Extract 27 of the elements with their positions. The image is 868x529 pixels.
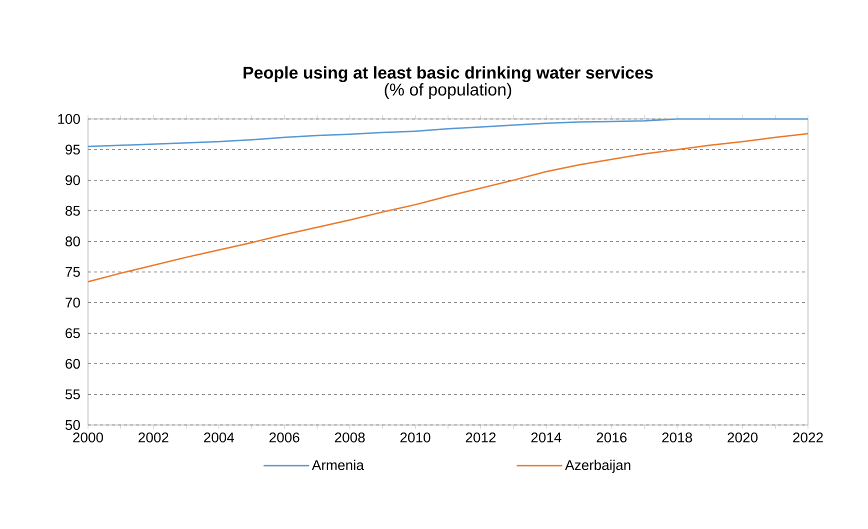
x-tick-label: 2000	[73, 432, 104, 442]
y-tick-label: 65	[66, 328, 80, 338]
legend-label: Armenia	[312, 460, 364, 470]
x-tick-label: 2022	[793, 432, 823, 442]
x-tick-label: 2020	[728, 432, 758, 442]
y-tick-label: 60	[66, 358, 80, 369]
x-tick-label: 2004	[204, 432, 234, 442]
x-tick-label: 2012	[466, 432, 496, 442]
x-tick-label: 2002	[138, 432, 168, 442]
y-tick-label: 80	[66, 236, 80, 246]
chart-subtitle: (% of population)	[384, 83, 512, 99]
y-tick-label: 85	[66, 206, 80, 216]
y-tick-label: 70	[66, 298, 80, 308]
y-tick-label: 100	[58, 114, 80, 124]
legend-label: Azerbaijan	[565, 460, 630, 473]
x-tick-label: 2006	[270, 432, 300, 442]
y-tick-label: 90	[66, 175, 80, 186]
x-tick-label: 2014	[531, 432, 562, 442]
y-tick-label: 55	[65, 390, 80, 400]
x-tick-label: 2008	[334, 432, 365, 442]
y-tick-label: 75	[66, 267, 80, 277]
x-tick-label: 2018	[662, 432, 692, 442]
x-tick-label: 2010	[400, 432, 430, 442]
y-tick-label: 50	[65, 420, 80, 430]
x-tick-label: 2016	[596, 432, 627, 442]
y-tick-label: 95	[66, 144, 80, 155]
chart-title: People using at least basic drinking water services	[244, 66, 653, 82]
